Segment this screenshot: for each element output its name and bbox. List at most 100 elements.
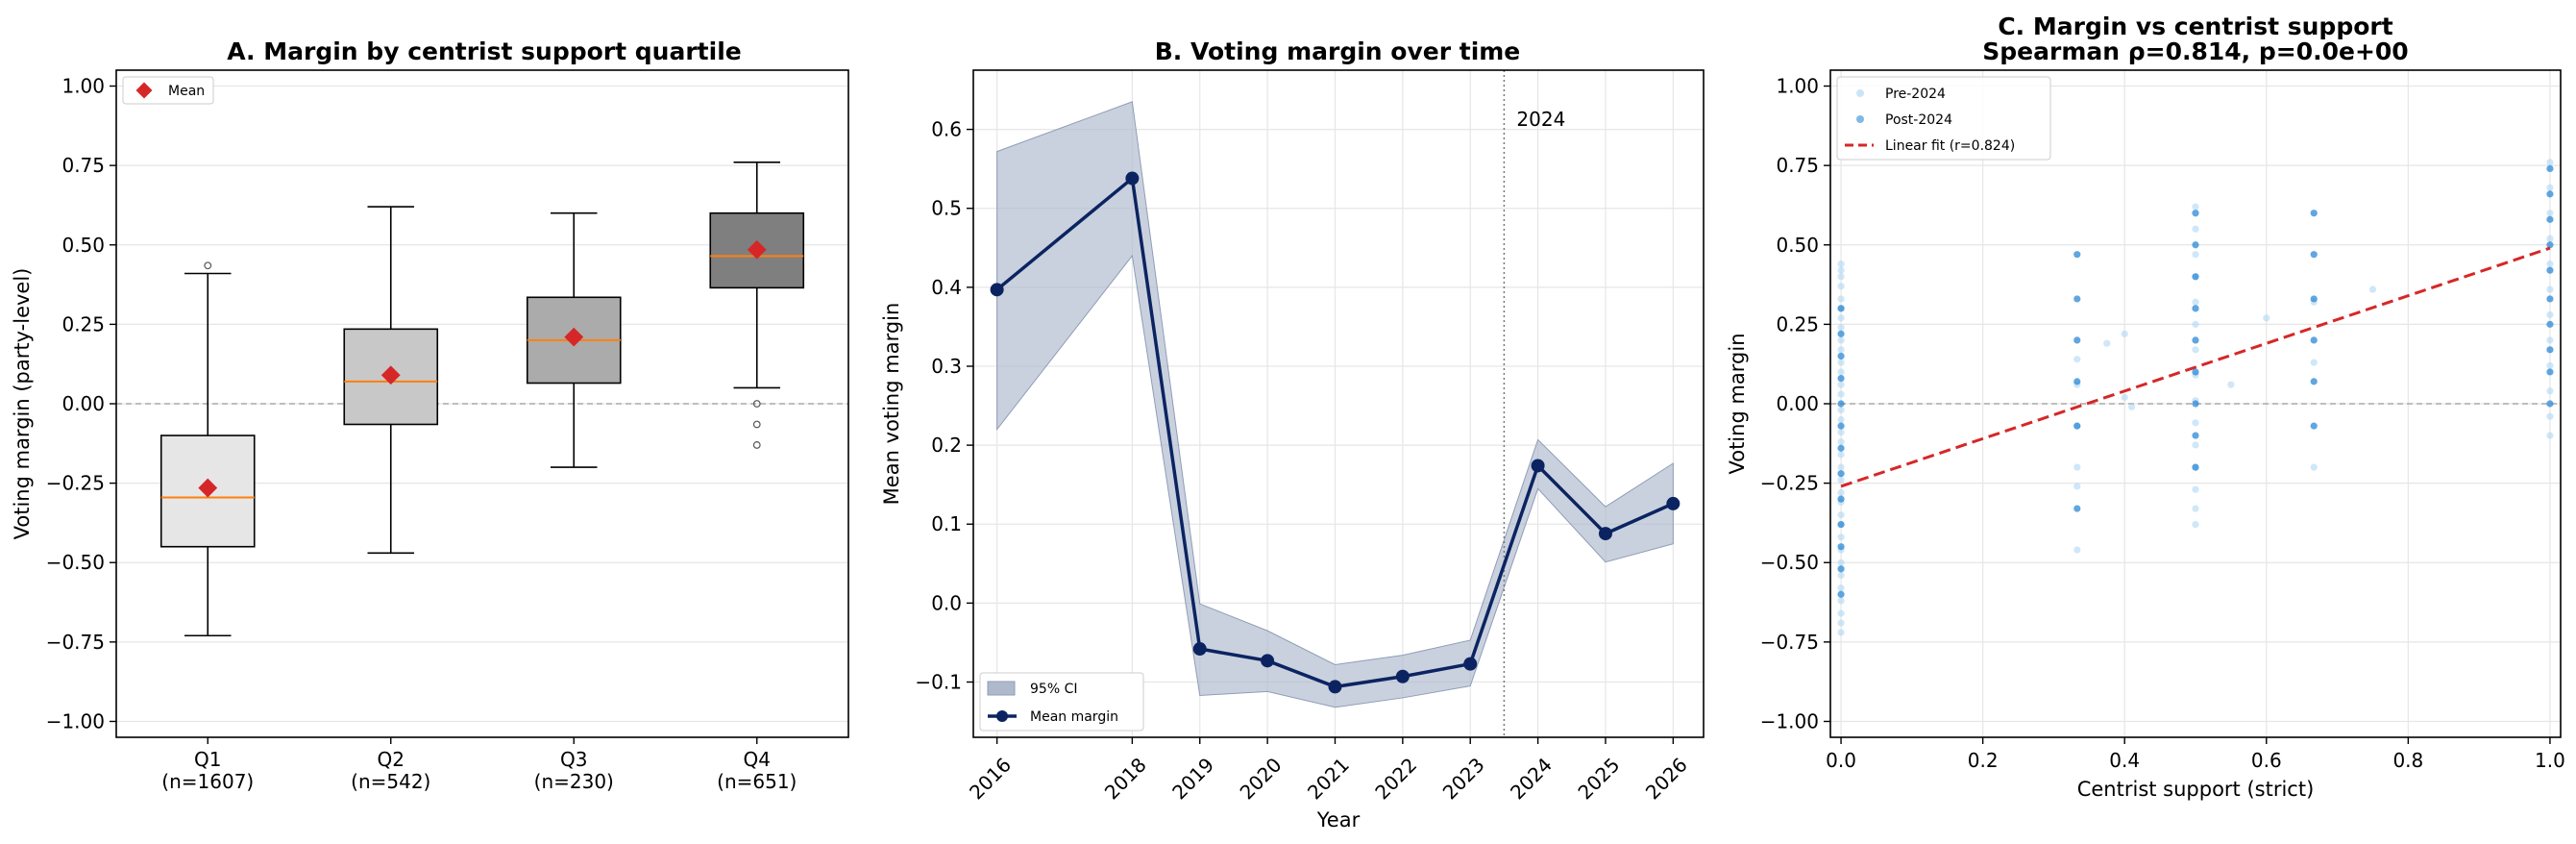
panel-a-legend: Mean: [122, 76, 214, 105]
post-2024-point: [2192, 368, 2199, 376]
post-2024-point: [2546, 190, 2554, 198]
pre-2024-point: [2192, 419, 2199, 427]
post-2024-point: [1837, 590, 1845, 598]
pre-2024-point: [1837, 314, 1845, 322]
pre-2024-point: [1837, 407, 1845, 414]
post-2024-point: [1837, 352, 1845, 360]
panel-a-y-tick-label: 0.25: [61, 312, 105, 335]
panel-a-x-ticks: Q1(n=1607) Q2(n=542) Q3(n=230) Q4(n=651): [161, 737, 797, 793]
panel-c-x-tick-label: 0.4: [2109, 749, 2140, 772]
legend-post-2024-label: Post-2024: [1885, 112, 1952, 128]
post-2024-point: [1837, 565, 1845, 573]
pre-2024-point: [2546, 310, 2554, 319]
pre-2024-point: [1837, 629, 1845, 636]
panel-c-x-tick-label: 0.6: [2251, 749, 2282, 772]
panel-c-legend: Pre-2024 Post-2024 Linear fit (r=0.824): [1836, 76, 2051, 161]
legend-mean-label: Mean: [168, 84, 205, 99]
pre-2024-point: [1837, 295, 1845, 303]
panel-a-title: A. Margin by centrist support quartile: [227, 37, 741, 65]
post-2024-point: [2073, 505, 2081, 512]
pre-2024-point: [1837, 283, 1845, 290]
pre-2024-point: [2192, 505, 2199, 512]
pre-2024-point: [1837, 346, 1845, 354]
mean-marker: [198, 478, 218, 498]
panel-c-y-tick-label: −1.00: [1760, 709, 1819, 732]
panel-b-data-point: [1598, 527, 1612, 541]
pre-2024-point: [2073, 483, 2081, 490]
pre-2024-point: [1837, 451, 1845, 459]
post-2024-point: [2546, 368, 2554, 376]
panel-c-y-tick-label: 0.00: [1776, 392, 1819, 415]
box-q4: [709, 161, 805, 449]
panel-a-x-tick-label: Q3: [560, 748, 587, 771]
panel-c-x-ticks: 0.0 0.2 0.4 0.6 0.8 1.0: [1826, 737, 2565, 772]
box-q1: [159, 261, 256, 637]
outlier-point: [752, 420, 761, 429]
panel-a-y-axis-label: Voting margin (party-level): [11, 268, 34, 540]
panel-c-x-axis-label: Centrist support (strict): [2077, 778, 2315, 801]
post-2024-point: [2192, 336, 2199, 344]
legend-mean-marker: [135, 82, 153, 99]
legend-ci-label: 95% CI: [1030, 682, 1077, 697]
panel-a-y-tick-label: −1.00: [46, 709, 105, 732]
legend-mean-margin-label: Mean margin: [1030, 709, 1118, 725]
post-2024-point: [1837, 495, 1845, 503]
panel-c-x-tick-label: 0.2: [1968, 749, 1999, 772]
pre-2024-point: [1837, 429, 1845, 436]
pre-2024-point: [2546, 336, 2554, 344]
panel-b-x-tick-label: 2021: [1303, 753, 1354, 804]
outlier-point: [752, 441, 761, 449]
pre-2024-point: [2263, 314, 2270, 322]
pre-2024-point: [1837, 368, 1845, 376]
post-2024-point: [2073, 295, 2081, 303]
panel-b-x-tick-label: 2020: [1236, 753, 1287, 804]
post-2024-point: [2310, 295, 2318, 303]
legend-pre-2024-marker: [1856, 89, 1864, 97]
pre-2024-point: [2073, 463, 2081, 471]
panel-b-y-tick-label: 0.2: [931, 434, 962, 457]
panel-b-data-point: [1463, 657, 1478, 671]
panel-b-x-tick-label: 2025: [1573, 753, 1624, 804]
post-2024-point: [2310, 422, 2318, 430]
panel-b-data-point: [1192, 642, 1207, 657]
panel-b-data-point: [1395, 669, 1410, 683]
post-2024-point: [1837, 400, 1845, 408]
panel-b-y-tick-label: 0.6: [931, 118, 962, 141]
panel-b-data-point: [990, 283, 1004, 297]
post-2024-point: [1837, 444, 1845, 452]
pre-2024-point: [2073, 356, 2081, 363]
panel-a-x-tick-label: Q4: [744, 748, 771, 771]
panel-c-y-tick-label: −0.25: [1760, 472, 1819, 495]
panel-b-data-point: [1531, 459, 1545, 473]
panel-a-y-tick-label: 0.00: [61, 392, 105, 415]
pre-2024-point: [2121, 330, 2128, 337]
panel-b-data-point: [1125, 171, 1140, 186]
panel-b-data-point: [1261, 654, 1275, 668]
panel-b-x-tick-label: 2024: [1506, 753, 1557, 804]
post-2024-point: [1837, 305, 1845, 312]
panel-b-vline-label: 2024: [1516, 108, 1565, 131]
pre-2024-point: [1837, 260, 1845, 268]
panel-b-y-tick-label: 0.4: [931, 276, 962, 299]
post-2024-point: [2546, 241, 2554, 249]
pre-2024-point: [2227, 381, 2235, 388]
legend-pre-2024-label: Pre-2024: [1885, 87, 1946, 102]
panel-a-x-tick-count: (n=230): [534, 770, 614, 793]
post-2024-point: [2546, 295, 2554, 303]
panel-b-vertical-marker: 2024: [1503, 70, 1565, 737]
panel-c-scatter: C. Margin vs centrist support Spearman ρ…: [1726, 12, 2565, 801]
panel-c-title: C. Margin vs centrist support: [1998, 12, 2392, 40]
panel-a-y-tick-label: −0.25: [46, 472, 105, 495]
pre-2024-point: [2192, 298, 2199, 306]
box-q2: [343, 206, 439, 555]
post-2024-point: [2073, 378, 2081, 385]
panel-b-points: [990, 171, 1681, 694]
panel-b-y-ticks: 0.6 0.5 0.4 0.3 0.2 0.1 0.0 −0.1: [915, 118, 973, 694]
pre-2024-point: [1837, 476, 1845, 484]
pre-2024-point: [1837, 609, 1845, 617]
panel-c-subtitle: Spearman ρ=0.814, p=0.0e+00: [1982, 37, 2408, 65]
post-2024-point: [2192, 305, 2199, 312]
outlier-point: [752, 400, 761, 408]
legend-mean-marker: [996, 710, 1008, 722]
